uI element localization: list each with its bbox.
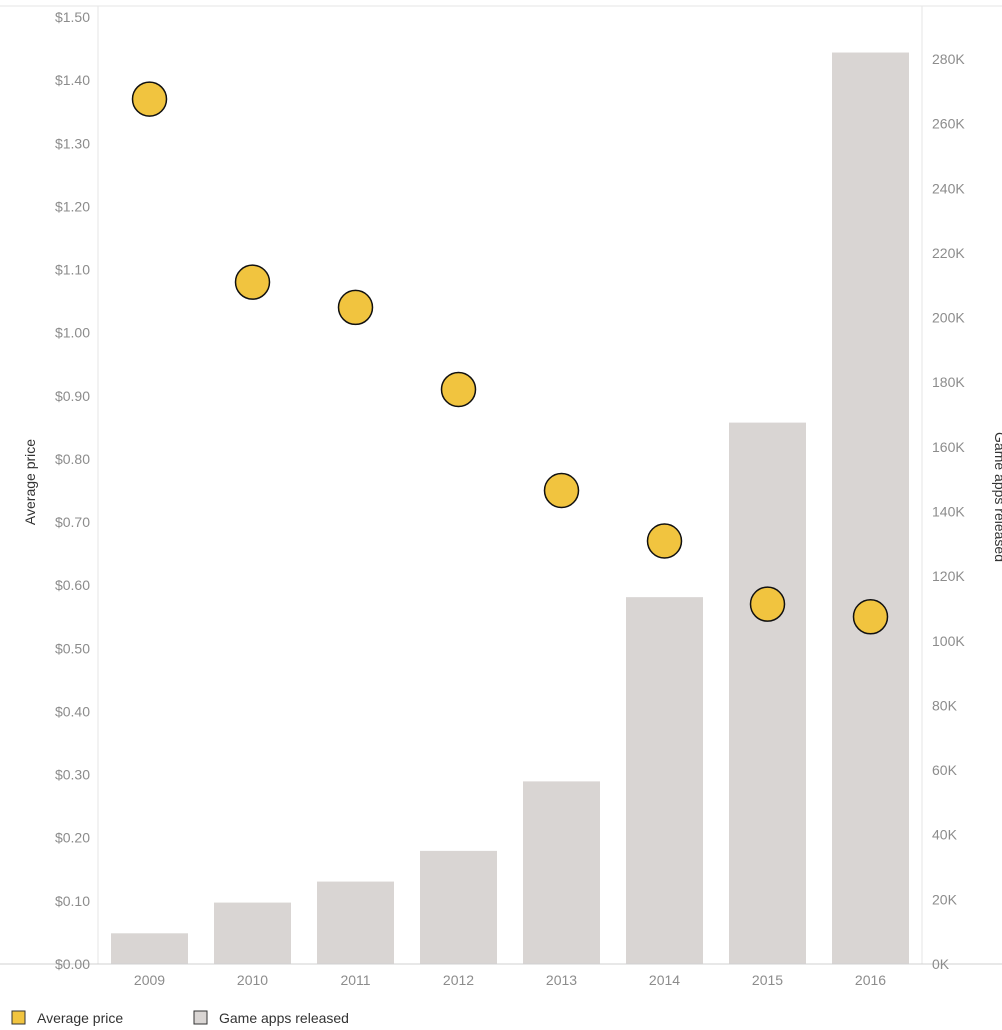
legend-label: Game apps released [219, 1010, 349, 1026]
right-tick-label: 140K [932, 504, 965, 520]
left-tick-label: $1.00 [55, 325, 90, 341]
bar-2011 [317, 881, 394, 964]
left-tick-label: $0.00 [55, 956, 90, 972]
x-tick-label: 2012 [443, 972, 474, 988]
axes-layer: $0.00 $0.10 $0.20 $0.30 $0.40 $0.50 $0.60 $0.70… [0, 5, 1002, 988]
right-tick-label: 280K [932, 51, 965, 67]
left-tick-label: $1.20 [55, 198, 90, 214]
price-point-2011 [337, 289, 374, 326]
right-tick-label: 20K [932, 891, 958, 907]
right-axis-title: Game apps released [992, 432, 1002, 562]
x-tick-label: 2015 [752, 972, 783, 988]
left-tick-label: $0.50 [55, 640, 90, 656]
legend-swatch [11, 1010, 26, 1025]
right-tick-label: 40K [932, 827, 958, 843]
legend-label: Average price [37, 1010, 123, 1026]
legend: Average price Game apps released [11, 1010, 349, 1026]
bar-2012 [420, 850, 497, 964]
x-tick-label: 2014 [649, 972, 680, 988]
bar-2013 [523, 781, 600, 964]
left-tick-label: $0.10 [55, 893, 90, 909]
right-tick-label: 260K [932, 116, 965, 132]
bar-2016 [832, 52, 909, 965]
right-tick-label: 180K [932, 374, 965, 390]
bars-layer [111, 52, 909, 965]
bar-2014 [626, 597, 703, 964]
right-tick-label: 60K [932, 762, 958, 778]
left-tick-label: $1.40 [55, 72, 90, 88]
price-point-2013 [543, 472, 580, 509]
right-tick-label: 0K [932, 956, 950, 972]
bar-2009 [111, 933, 188, 964]
right-tick-label: 240K [932, 180, 965, 196]
points-layer [131, 81, 889, 635]
left-tick-label: $0.90 [55, 388, 90, 404]
right-tick-label: 160K [932, 439, 965, 455]
legend-swatch [193, 1010, 208, 1025]
x-tick-label: 2009 [134, 972, 165, 988]
price-point-2014 [646, 523, 683, 559]
left-tick-label: $0.30 [55, 767, 90, 783]
left-tick-label: $1.50 [55, 9, 90, 25]
x-tick-label: 2013 [546, 972, 577, 988]
bar-2010 [214, 902, 291, 964]
right-tick-label: 120K [932, 568, 965, 584]
right-tick-label: 80K [932, 697, 958, 713]
left-tick-label: $0.70 [55, 514, 90, 530]
price-point-2015 [749, 586, 786, 622]
price-point-2009 [131, 81, 168, 117]
left-tick-label: $1.10 [55, 262, 90, 278]
x-tick-label: 2010 [237, 972, 268, 988]
right-tick-label: 200K [932, 310, 965, 326]
price-point-2012 [440, 371, 477, 408]
price-point-2016 [852, 599, 889, 635]
price-point-2010 [234, 264, 271, 300]
left-tick-label: $0.60 [55, 577, 90, 593]
x-tick-label: 2011 [340, 972, 370, 988]
x-tick-label: 2016 [855, 972, 886, 988]
left-tick-label: $0.40 [55, 703, 90, 719]
right-tick-label: 100K [932, 633, 965, 649]
left-tick-label: $0.80 [55, 451, 90, 467]
left-tick-label: $1.30 [55, 135, 90, 151]
bar-2015 [729, 422, 806, 964]
left-axis-title: Average price [22, 439, 38, 525]
left-tick-label: $0.20 [55, 830, 90, 846]
right-tick-label: 220K [932, 245, 965, 261]
